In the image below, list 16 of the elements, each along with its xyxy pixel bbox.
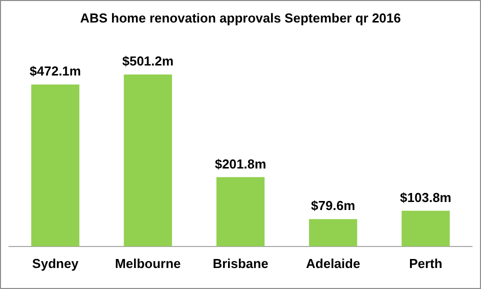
bar xyxy=(124,74,172,246)
x-tick-label: Melbourne xyxy=(115,256,181,271)
x-tick-label: Adelaide xyxy=(306,256,360,271)
data-label: $201.8m xyxy=(214,156,266,172)
x-tick-label: Sydney xyxy=(32,256,80,271)
bar xyxy=(216,177,265,246)
data-label: $103.8m xyxy=(400,190,452,205)
bar xyxy=(309,219,358,246)
bar xyxy=(31,84,80,246)
data-label: $79.6m xyxy=(311,198,356,214)
chart-title: ABS home renovation approvals September qr 2016 xyxy=(80,10,401,26)
x-tick-label: Perth xyxy=(409,256,442,271)
data-label: $501.2m xyxy=(122,54,174,69)
data-label: $472.1m xyxy=(30,64,81,79)
x-tick-label: Brisbane xyxy=(212,256,268,271)
bar xyxy=(402,210,450,246)
